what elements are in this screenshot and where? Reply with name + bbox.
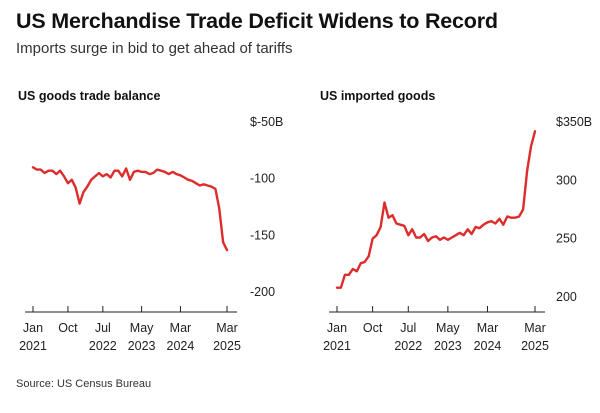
y-tick-label: $-50B [250,115,283,129]
x-tick-label: Mar [170,321,192,335]
chart-panel-1: US goods trade balance $-50B -100 -150 -200 J… [18,89,283,353]
chart-subtitle: Imports surge in bid to get ahead of tar… [16,40,293,57]
chart-title: US Merchandise Trade Deficit Widens to R… [16,9,498,33]
x-tick-label: Oct [363,321,383,335]
x-tick-year: 2023 [128,339,156,353]
y-tick-label: 300 [556,173,577,187]
x-tick-year: 2022 [89,339,117,353]
x-tick-year: 2023 [434,339,462,353]
series-line-1 [31,166,229,252]
y-tick-label: 250 [556,232,577,246]
panel-title: US goods trade balance [18,89,160,103]
x-tick-year: 2022 [394,339,422,353]
x-tick-label: Jan [327,321,347,335]
source-note: Source: US Census Bureau [16,378,152,390]
x-tick-label: Jan [23,321,43,335]
y-tick-label: $350B [556,115,592,129]
x-tick-label: Jul [95,321,111,335]
x-tick-year: 2024 [167,339,195,353]
panel-title: US imported goods [320,89,435,103]
y-tick-label: -100 [250,172,275,186]
x-tick-year: 2025 [521,339,549,353]
y-tick-label: -200 [250,285,275,299]
series-line-2 [335,130,537,289]
x-tick-year: 2021 [323,339,351,353]
x-tick-label: Mar [477,321,499,335]
x-tick-label: Mar [524,321,546,335]
y-tick-label: -150 [250,228,275,242]
x-tick-year: 2025 [213,339,241,353]
x-tick-label: Jul [400,321,416,335]
chart-panel-2: US imported goods $350B 300 250 200 Jan 2021 Oc… [320,89,592,353]
x-tick-label: Oct [58,321,78,335]
y-tick-label: 200 [556,290,577,304]
x-tick-label: May [130,321,154,335]
x-tick-year: 2024 [474,339,502,353]
x-tick-year: 2021 [19,339,47,353]
x-tick-label: Mar [216,321,238,335]
x-tick-label: May [436,321,460,335]
